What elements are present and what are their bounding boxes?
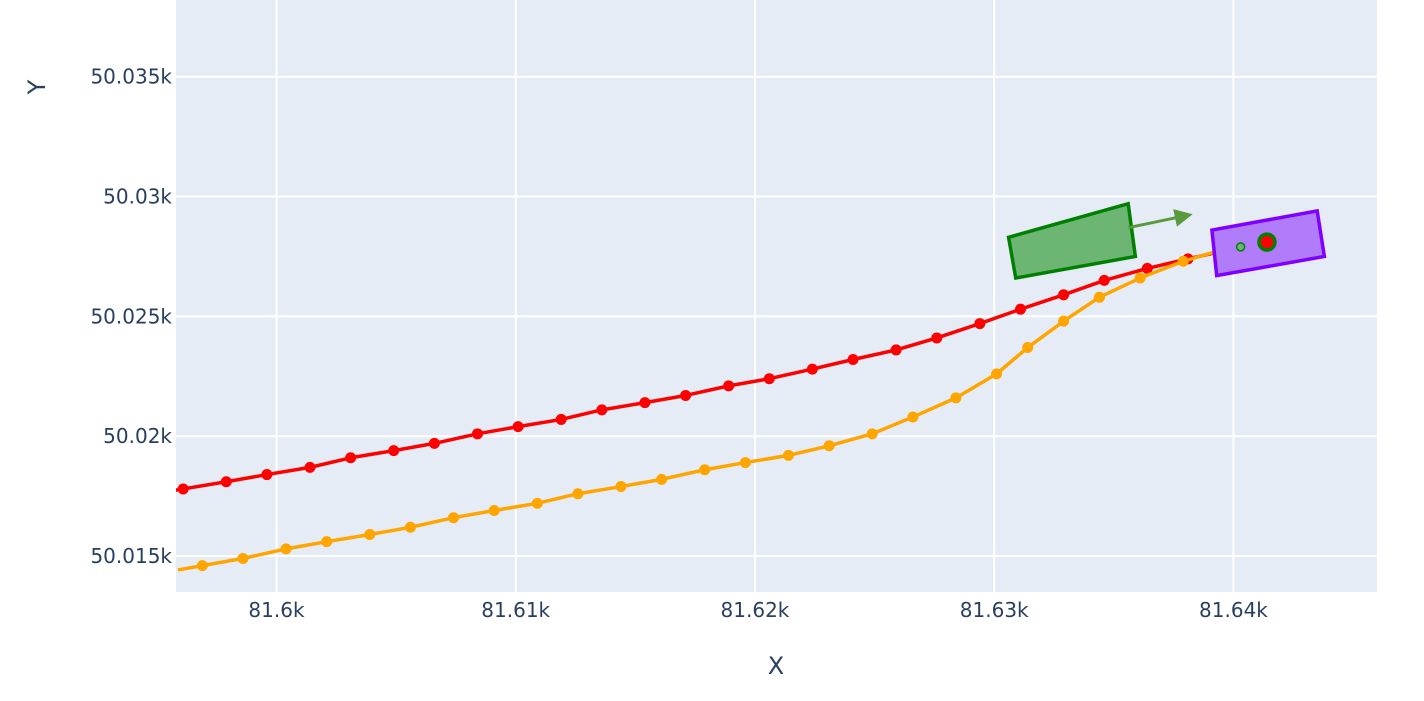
data-point bbox=[1015, 303, 1027, 315]
data-point bbox=[699, 464, 711, 476]
x-axis-ticks: 81.6k 81.61k 81.62k 81.63k 81.64k bbox=[248, 598, 1268, 622]
plot-area bbox=[176, 201, 1327, 572]
data-point bbox=[1141, 262, 1153, 274]
heading-arrow bbox=[1127, 209, 1193, 230]
data-point bbox=[596, 404, 608, 416]
data-point bbox=[974, 318, 986, 330]
x-tick-label: 81.64k bbox=[1199, 598, 1268, 622]
data-point bbox=[1022, 342, 1034, 354]
data-point bbox=[1093, 291, 1105, 303]
data-point bbox=[280, 543, 292, 555]
x-axis-title: X bbox=[768, 652, 784, 680]
data-point bbox=[261, 469, 273, 481]
data-point bbox=[991, 368, 1003, 380]
series-line bbox=[177, 242, 1261, 572]
data-point bbox=[866, 428, 878, 440]
data-point bbox=[404, 521, 416, 533]
data-point bbox=[321, 536, 333, 548]
data-point bbox=[304, 461, 316, 473]
data-point bbox=[907, 411, 919, 423]
data-point bbox=[572, 488, 584, 500]
data-point bbox=[177, 483, 189, 495]
data-point bbox=[615, 481, 627, 493]
plot-background bbox=[176, 0, 1377, 592]
data-point bbox=[847, 354, 859, 366]
data-point bbox=[471, 428, 483, 440]
data-point bbox=[950, 392, 962, 404]
data-point bbox=[656, 473, 668, 485]
x-tick-label: 81.61k bbox=[481, 598, 550, 622]
series-0 bbox=[176, 236, 1273, 495]
data-point bbox=[1098, 274, 1110, 286]
data-point bbox=[196, 560, 208, 572]
data-point bbox=[448, 512, 460, 524]
data-point bbox=[1058, 315, 1070, 327]
y-tick-label: 50.02k bbox=[103, 424, 172, 448]
x-tick-label: 81.63k bbox=[960, 598, 1029, 622]
data-point bbox=[639, 397, 651, 409]
secondary-marker bbox=[1235, 242, 1246, 252]
data-point bbox=[806, 363, 818, 375]
data-point bbox=[428, 437, 440, 449]
data-point bbox=[220, 476, 232, 488]
data-point bbox=[680, 389, 692, 401]
box-shape-0 bbox=[1006, 201, 1138, 281]
data-point bbox=[739, 457, 751, 469]
data-point bbox=[237, 552, 249, 564]
y-axis-ticks: 50.015k 50.02k 50.025k 50.03k 50.035k bbox=[90, 65, 172, 568]
data-point bbox=[488, 505, 500, 517]
x-tick-label: 81.6k bbox=[248, 598, 305, 622]
data-point bbox=[388, 445, 400, 457]
data-point bbox=[555, 413, 567, 425]
data-point bbox=[1177, 255, 1189, 267]
data-point bbox=[782, 449, 794, 461]
data-point bbox=[823, 440, 835, 452]
y-tick-label: 50.025k bbox=[90, 304, 172, 328]
x-tick-label: 81.62k bbox=[721, 598, 790, 622]
y-tick-label: 50.035k bbox=[90, 65, 172, 89]
current-position-marker bbox=[1257, 232, 1277, 252]
series-1 bbox=[177, 238, 1266, 572]
data-point bbox=[890, 344, 902, 356]
data-point bbox=[723, 380, 735, 392]
data-point bbox=[763, 373, 775, 385]
gridlines bbox=[176, 0, 1377, 592]
data-point bbox=[1134, 272, 1146, 284]
y-axis-title: Y bbox=[23, 79, 51, 95]
y-tick-label: 50.03k bbox=[103, 185, 172, 209]
data-point bbox=[345, 452, 357, 464]
data-point bbox=[1058, 289, 1070, 301]
data-point bbox=[931, 332, 943, 344]
data-point bbox=[364, 528, 376, 540]
y-tick-label: 50.015k bbox=[90, 544, 172, 568]
data-point bbox=[512, 421, 524, 433]
data-point bbox=[531, 497, 543, 509]
series-line bbox=[176, 240, 1268, 492]
